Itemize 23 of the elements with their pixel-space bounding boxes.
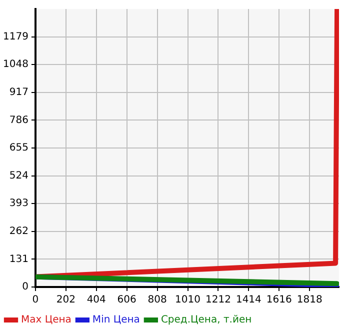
- x-tick-label: 1818: [296, 294, 322, 306]
- y-tick-label: 524: [9, 170, 28, 182]
- y-tick-label: 393: [9, 198, 28, 210]
- x-tick-label: 202: [56, 294, 76, 306]
- legend-label: Сред.Цена, т.йен: [160, 314, 252, 326]
- y-tick-label: 0: [22, 282, 28, 293]
- x-tick-label: 1212: [205, 294, 231, 306]
- y-tick-label: 131: [9, 254, 28, 265]
- x-tick-label: 606: [117, 294, 136, 306]
- x-tick-label: 1414: [236, 294, 262, 306]
- y-tick-label: 655: [9, 142, 28, 154]
- y-tick-label: 1048: [2, 59, 28, 70]
- y-tick-label: 1179: [2, 31, 28, 42]
- x-tick-label: 1010: [175, 294, 200, 306]
- x-tick-label: 1616: [266, 294, 292, 306]
- y-tick-label: 786: [9, 114, 28, 126]
- x-tick-label: 0: [32, 294, 39, 306]
- x-tick-label: 808: [148, 294, 167, 306]
- x-tick-label: 404: [86, 294, 106, 306]
- legend-label: Max Цена: [21, 314, 72, 326]
- y-tick-label: 917: [9, 86, 28, 98]
- legend-label: Min Цена: [92, 314, 140, 326]
- y-tick-label: 262: [9, 226, 28, 237]
